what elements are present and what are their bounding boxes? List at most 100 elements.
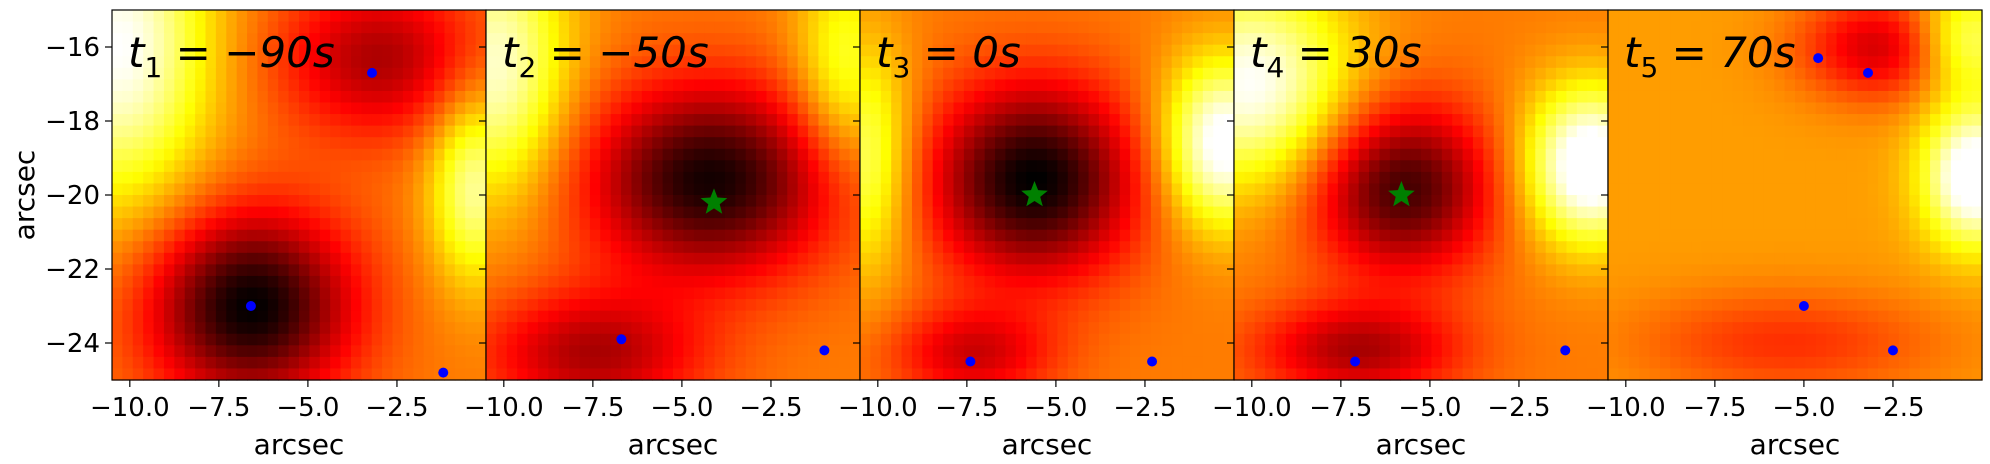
heatmap-cell	[506, 264, 518, 277]
heatmap-cell	[444, 195, 456, 208]
heatmap-cell	[423, 44, 435, 57]
heatmap-cell	[1545, 79, 1557, 92]
heatmap-cell	[839, 67, 851, 80]
heatmap-cell	[1524, 171, 1536, 185]
heatmap-cell	[756, 148, 768, 161]
heatmap-cell	[402, 310, 414, 323]
heatmap-cell	[1327, 229, 1339, 242]
heatmap-cell	[1472, 252, 1484, 265]
heatmap-cell	[1400, 44, 1412, 57]
heatmap-cell	[392, 356, 404, 370]
heatmap-cell	[1369, 10, 1381, 23]
heatmap-cell	[880, 287, 892, 300]
heatmap-cell	[1254, 322, 1266, 335]
heatmap-cell	[163, 33, 175, 46]
heatmap-cell	[1047, 333, 1058, 346]
heatmap-cell	[797, 241, 809, 254]
heatmap-cell	[891, 241, 903, 254]
heatmap-cell	[1431, 252, 1443, 265]
heatmap-cell	[1691, 33, 1703, 46]
heatmap-cell	[1192, 114, 1204, 127]
heatmap-cell	[1005, 299, 1017, 312]
heatmap-cell	[392, 299, 404, 312]
heatmap-cell	[714, 322, 726, 335]
heatmap-cell	[132, 356, 144, 370]
heatmap-cell	[735, 10, 747, 23]
heatmap-cell	[392, 218, 404, 231]
heatmap-cell	[1088, 79, 1100, 92]
heatmap-cell	[579, 148, 591, 161]
heatmap-cell	[1369, 356, 1381, 370]
heatmap-cell	[1337, 114, 1349, 127]
heatmap-cell	[1306, 67, 1318, 80]
heatmap-cell	[517, 21, 529, 34]
heatmap-cell	[1171, 183, 1183, 196]
heatmap-cell	[122, 102, 134, 115]
heatmap-cell	[1846, 79, 1858, 92]
heatmap-cell	[1275, 67, 1287, 80]
heatmap-cell	[236, 368, 248, 381]
heatmap-cell	[558, 264, 570, 277]
heatmap-cell	[610, 137, 622, 150]
heatmap-cell	[486, 218, 497, 231]
heatmap-cell	[610, 287, 622, 300]
heatmap-cell	[849, 137, 861, 150]
heatmap-cell	[932, 33, 944, 46]
heatmap-cell	[1306, 125, 1318, 138]
heatmap-cell	[1431, 356, 1443, 370]
heatmap-cell	[1202, 56, 1214, 69]
heatmap-cell	[184, 333, 196, 346]
heatmap-cell	[1389, 10, 1401, 23]
heatmap-cell	[1130, 148, 1142, 161]
heatmap-cell	[1119, 356, 1131, 370]
heatmap-cell	[787, 137, 799, 150]
heatmap-cell	[1213, 322, 1225, 335]
heatmap-cell	[288, 218, 300, 231]
heatmap-cell	[1472, 44, 1484, 57]
heatmap-cell	[1421, 322, 1432, 335]
heatmap-cell	[215, 137, 227, 150]
heatmap-cell	[652, 264, 664, 277]
heatmap-cell	[766, 345, 778, 358]
heatmap-cell	[766, 10, 778, 23]
heatmap-cell	[465, 102, 477, 115]
heatmap-cell	[1047, 287, 1058, 300]
heatmap-cell	[641, 206, 653, 219]
heatmap-cell	[652, 252, 664, 265]
heatmap-cell	[309, 171, 321, 185]
heatmap-cell	[995, 241, 1007, 254]
heatmap-cell	[953, 345, 965, 358]
heatmap-cell	[1379, 148, 1391, 161]
heatmap-cell	[1628, 90, 1640, 104]
heatmap-cell	[527, 79, 539, 92]
heatmap-cell	[995, 264, 1007, 277]
heatmap-cell	[579, 171, 591, 185]
heatmap-cell	[1119, 345, 1131, 358]
heatmap-cell	[932, 275, 944, 289]
heatmap-cell	[766, 79, 778, 92]
heatmap-cell	[215, 21, 227, 34]
heatmap-cell	[257, 310, 269, 323]
heatmap-cell	[1327, 148, 1339, 161]
heatmap-cell	[932, 322, 944, 335]
heatmap-cell	[1421, 10, 1432, 23]
heatmap-cell	[1431, 10, 1443, 23]
heatmap-cell	[1535, 44, 1547, 57]
heatmap-cell	[475, 322, 487, 335]
heatmap-cell	[1337, 10, 1349, 23]
heatmap-cell	[1421, 79, 1432, 92]
heatmap-cell	[1421, 33, 1432, 46]
heatmap-cell	[226, 333, 238, 346]
heatmap-cell	[319, 368, 331, 381]
heatmap-cell	[475, 148, 487, 161]
heatmap-cell	[132, 44, 144, 57]
heatmap-cell	[1431, 125, 1443, 138]
heatmap-cell	[1265, 102, 1277, 115]
heatmap-cell	[319, 241, 331, 254]
heatmap-cell	[974, 229, 986, 242]
y-tick-label: −24	[45, 329, 100, 359]
heatmap-cell	[340, 299, 352, 312]
heatmap-cell	[434, 241, 446, 254]
heatmap-cell	[195, 183, 207, 196]
heatmap-cell	[1358, 195, 1370, 208]
